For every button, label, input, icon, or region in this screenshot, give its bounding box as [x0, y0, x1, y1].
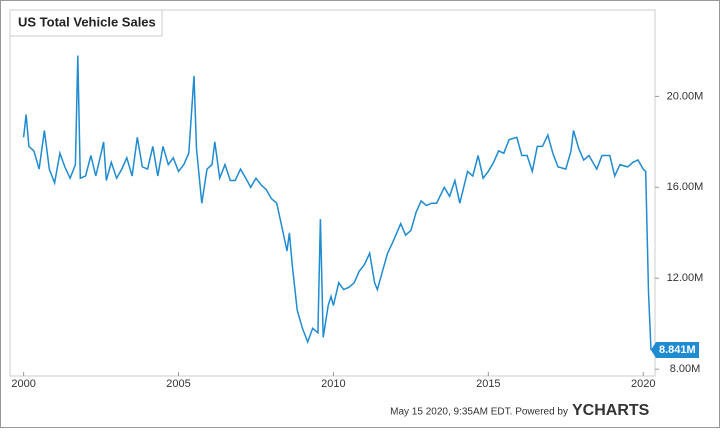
y-tick-label: 8.00M	[670, 363, 701, 375]
title-box	[9, 9, 163, 37]
x-tick-label: 2020	[631, 378, 655, 390]
footer: May 15 2020, 9:35AM EDT. Powered by	[390, 407, 568, 418]
y-tick-label: 16.00M	[667, 181, 704, 193]
line	[22, 55, 652, 351]
x-tick-label: 2000	[11, 378, 35, 390]
x-tick-label: 2005	[166, 378, 190, 390]
value-flag	[650, 342, 699, 359]
x-tick-label: 2015	[476, 378, 500, 390]
x-tick-label: 2010	[321, 378, 345, 390]
y-tick-label: 20.00M	[667, 90, 704, 102]
chart-title: US Total Vehicle Sales	[18, 14, 156, 29]
last-value-label: 8.841M	[659, 344, 696, 356]
y-tick-label: 12.00M	[667, 272, 704, 284]
brand: YCHARTS	[572, 402, 650, 419]
plot-area	[9, 9, 656, 377]
